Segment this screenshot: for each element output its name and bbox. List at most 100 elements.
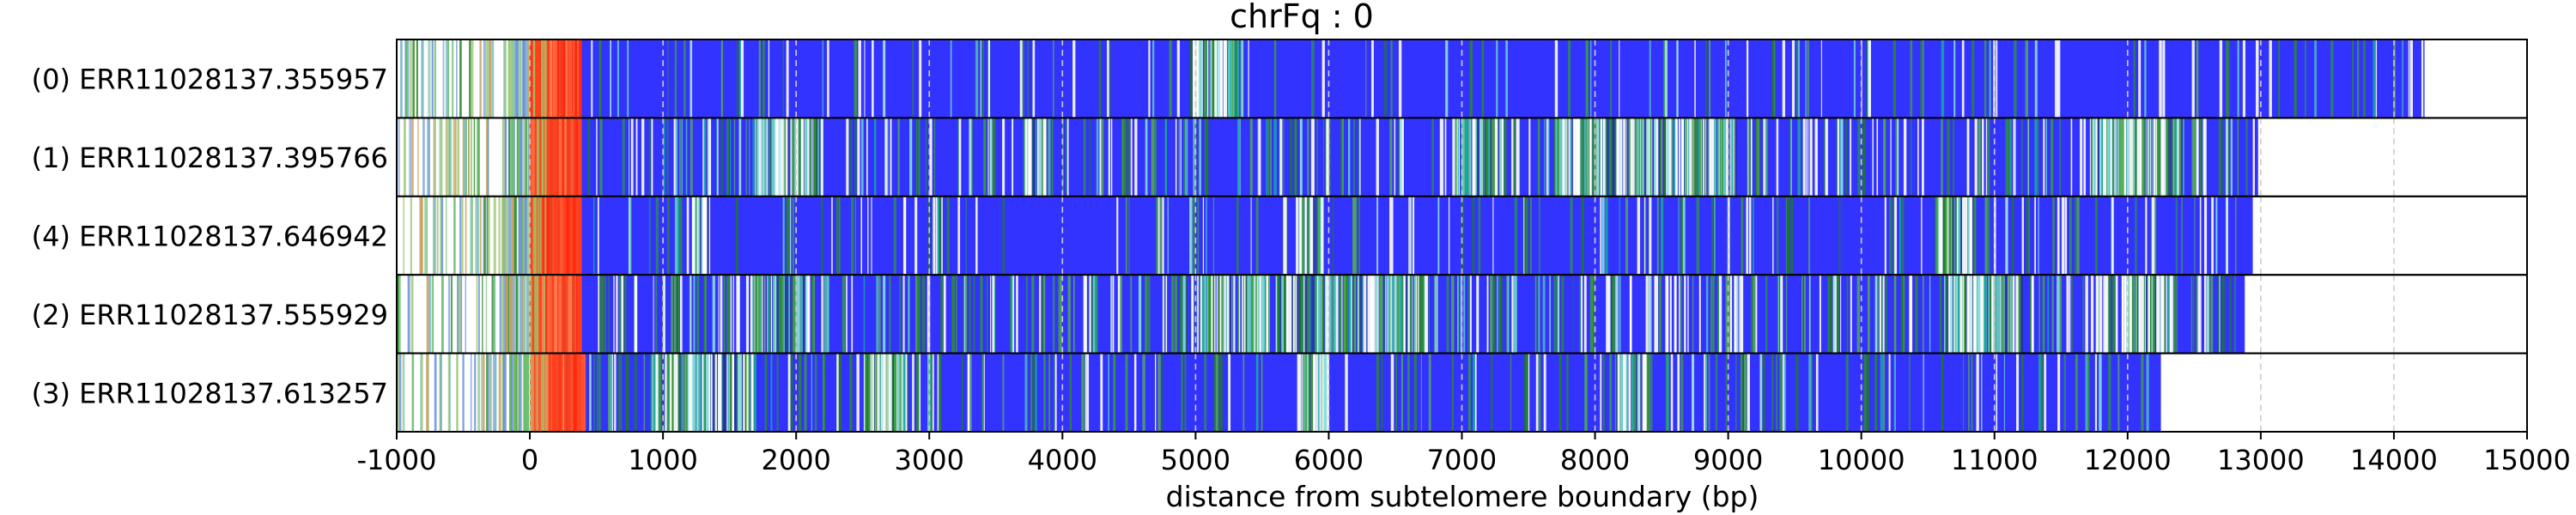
dense-variant-stripe [878, 354, 880, 432]
variant-stripe [1052, 118, 1053, 196]
variant-stripe [1142, 354, 1145, 432]
variant-stripe [1401, 354, 1403, 432]
variant-stripe [2096, 275, 2099, 353]
dense-variant-stripe [1193, 39, 1194, 118]
pre-boundary-line [451, 275, 453, 353]
variant-stripe [1190, 197, 1193, 275]
variant-stripe [1391, 39, 1393, 118]
variant-stripe [1833, 275, 1836, 353]
variant-stripe [1625, 197, 1628, 275]
dense-variant-stripe [769, 275, 770, 353]
variant-stripe [598, 197, 599, 275]
dense-variant-stripe [654, 354, 655, 432]
dense-variant-stripe [1601, 118, 1602, 196]
variant-stripe [2075, 354, 2078, 432]
variant-stripe [1846, 354, 1849, 432]
dense-variant-stripe [886, 354, 887, 432]
dense-variant-stripe [1502, 118, 1504, 196]
variant-stripe [625, 354, 628, 432]
pre-boundary-line [478, 275, 480, 353]
pre-boundary-line [504, 39, 506, 118]
variant-stripe [855, 197, 856, 275]
dense-variant-stripe [651, 354, 653, 432]
variant-stripe [1258, 118, 1261, 196]
variant-stripe [1759, 354, 1762, 432]
variant-stripe [1026, 275, 1028, 353]
variant-stripe [1941, 354, 1944, 432]
dense-variant-stripe [2132, 275, 2133, 353]
pre-boundary-line [456, 39, 457, 118]
pre-boundary-line [511, 118, 513, 196]
variant-stripe [988, 118, 989, 196]
variant-stripe [1765, 118, 1767, 196]
variant-stripe [1987, 197, 1990, 275]
variant-stripe [1125, 354, 1127, 432]
variant-stripe [736, 197, 738, 275]
variant-stripe [1128, 118, 1129, 196]
dense-variant-stripe [705, 197, 707, 275]
variant-stripe [1566, 354, 1568, 432]
dense-variant-stripe [1654, 118, 1656, 196]
dense-variant-stripe [1496, 118, 1498, 196]
dense-variant-stripe [2013, 275, 2015, 353]
variant-stripe [1752, 118, 1753, 196]
variant-stripe [2035, 39, 2038, 118]
pre-boundary-line [477, 354, 480, 432]
dense-variant-stripe [781, 275, 783, 353]
variant-stripe [759, 39, 761, 118]
subtelomere-stripe [554, 275, 557, 353]
variant-stripe [1256, 354, 1258, 432]
dense-variant-stripe [1951, 275, 1953, 353]
variant-stripe [1391, 197, 1394, 275]
dense-variant-stripe [1596, 118, 1599, 196]
variant-stripe [674, 275, 677, 353]
variant-stripe [2057, 197, 2060, 275]
variant-stripe [2099, 354, 2101, 432]
variant-stripe [1126, 197, 1127, 275]
subtelomere-stripe [562, 39, 566, 118]
x-tick-label: 5000 [1161, 444, 1230, 476]
variant-stripe [1883, 118, 1886, 196]
variant-stripe [1771, 39, 1774, 118]
variant-stripe [1353, 118, 1355, 196]
variant-stripe [675, 39, 677, 118]
dense-variant-stripe [1244, 275, 1246, 353]
dense-variant-stripe [1571, 118, 1572, 196]
variant-stripe [589, 118, 590, 196]
variant-stripe [1270, 118, 1272, 196]
dense-variant-stripe [656, 354, 659, 432]
pre-boundary-line [479, 39, 481, 118]
pre-boundary-line [508, 39, 511, 118]
pre-boundary-line [510, 354, 512, 432]
variant-stripe [1358, 197, 1360, 275]
variant-stripe [1002, 197, 1004, 275]
variant-stripe [951, 275, 954, 353]
dense-variant-stripe [2160, 275, 2163, 353]
variant-stripe [1922, 118, 1924, 196]
variant-stripe [1880, 354, 1883, 432]
variant-stripe [1741, 197, 1743, 275]
pre-boundary-line [457, 118, 459, 196]
variant-stripe [2038, 354, 2041, 432]
dense-variant-stripe [1723, 118, 1726, 196]
variant-stripe [1665, 39, 1668, 118]
dense-variant-stripe [1325, 354, 1327, 432]
dense-variant-stripe [1289, 275, 1291, 353]
variant-stripe [2200, 197, 2202, 275]
variant-stripe [1073, 275, 1075, 353]
variant-stripe [846, 118, 848, 196]
variant-stripe [823, 275, 826, 353]
dense-variant-stripe [692, 354, 695, 432]
variant-stripe [1901, 275, 1904, 353]
variant-stripe [962, 354, 963, 432]
pre-boundary-line [493, 275, 494, 353]
variant-stripe [721, 118, 723, 196]
dense-variant-stripe [1396, 275, 1399, 353]
variant-stripe [1110, 275, 1112, 353]
variant-stripe [1889, 354, 1891, 432]
dense-variant-stripe [718, 354, 720, 432]
variant-stripe [2152, 197, 2154, 275]
variant-stripe [1953, 39, 1955, 118]
dense-variant-stripe [1577, 118, 1579, 196]
variant-stripe [887, 118, 889, 196]
